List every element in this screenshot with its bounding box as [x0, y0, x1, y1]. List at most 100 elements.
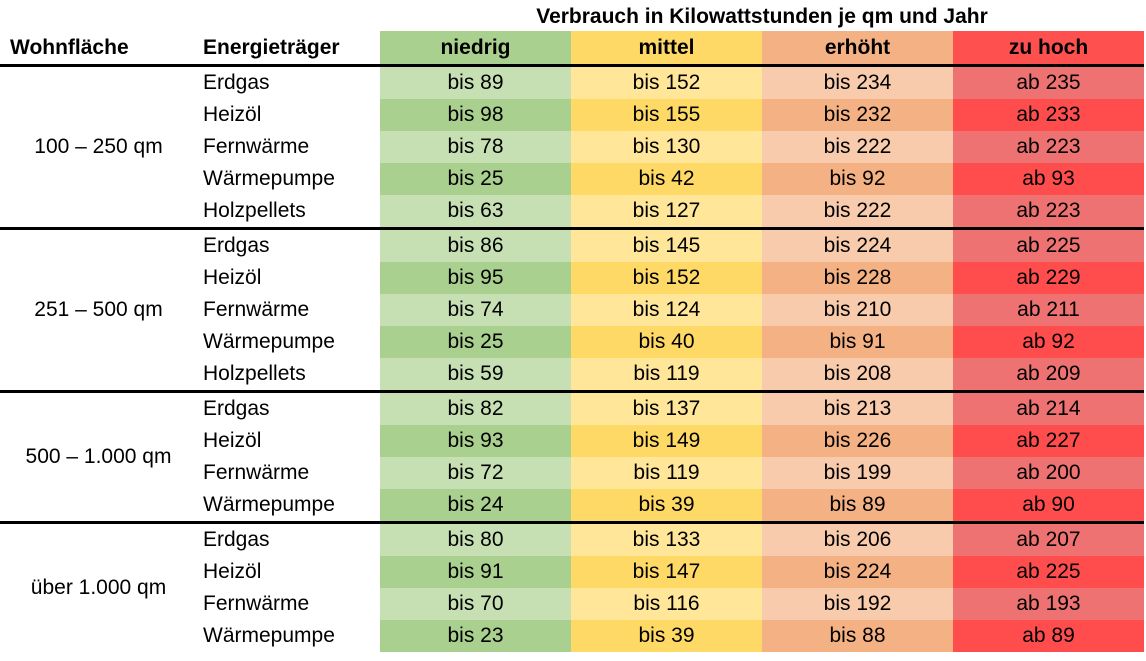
value-zu-hoch: ab 225	[953, 228, 1144, 262]
consumption-table: Wohnfläche Energieträger niedrig mittel …	[0, 31, 1144, 652]
value-mittel: bis 124	[571, 294, 762, 326]
value-niedrig: bis 86	[380, 228, 571, 262]
table-row: Heizöl bis 95 bis 152 bis 228 ab 229	[0, 262, 1144, 294]
value-mittel: bis 145	[571, 228, 762, 262]
area-group: 251 – 500 qm Erdgas bis 86 bis 145 bis 224 ab…	[0, 228, 1144, 392]
table-row: Fernwärme bis 72 bis 119 bis 199 ab 200	[0, 457, 1144, 489]
carrier-label: Fernwärme	[197, 588, 380, 620]
area-group: 100 – 250 qm Erdgas bis 89 bis 152 bis 234 ab…	[0, 65, 1144, 229]
value-mittel: bis 137	[571, 391, 762, 425]
value-zu-hoch: ab 223	[953, 195, 1144, 229]
value-mittel: bis 127	[571, 195, 762, 229]
value-mittel: bis 42	[571, 163, 762, 195]
carrier-label: Erdgas	[197, 522, 380, 556]
table-supertitle: Verbrauch in Kilowattstunden je qm und J…	[536, 5, 988, 28]
value-mittel: bis 119	[571, 358, 762, 392]
value-zu-hoch: ab 207	[953, 522, 1144, 556]
value-mittel: bis 119	[571, 457, 762, 489]
value-erhoeht: bis 226	[762, 425, 953, 457]
value-zu-hoch: ab 93	[953, 163, 1144, 195]
value-zu-hoch: ab 92	[953, 326, 1144, 358]
value-erhoeht: bis 91	[762, 326, 953, 358]
value-niedrig: bis 24	[380, 489, 571, 523]
value-zu-hoch: ab 225	[953, 556, 1144, 588]
value-erhoeht: bis 224	[762, 228, 953, 262]
carrier-label: Heizöl	[197, 556, 380, 588]
value-mittel: bis 155	[571, 99, 762, 131]
value-mittel: bis 116	[571, 588, 762, 620]
value-mittel: bis 39	[571, 489, 762, 523]
area-label: 100 – 250 qm	[0, 65, 197, 229]
carrier-label: Heizöl	[197, 262, 380, 294]
carrier-label: Holzpellets	[197, 358, 380, 392]
value-mittel: bis 133	[571, 522, 762, 556]
header-wohnflaeche: Wohnfläche	[10, 35, 129, 59]
area-label: 251 – 500 qm	[0, 228, 197, 392]
value-niedrig: bis 23	[380, 620, 571, 652]
value-mittel: bis 152	[571, 65, 762, 99]
value-erhoeht: bis 210	[762, 294, 953, 326]
value-erhoeht: bis 192	[762, 588, 953, 620]
value-zu-hoch: ab 200	[953, 457, 1144, 489]
value-zu-hoch: ab 233	[953, 99, 1144, 131]
value-mittel: bis 39	[571, 620, 762, 652]
carrier-label: Fernwärme	[197, 457, 380, 489]
value-zu-hoch: ab 235	[953, 65, 1144, 99]
value-niedrig: bis 82	[380, 391, 571, 425]
value-zu-hoch: ab 229	[953, 262, 1144, 294]
value-erhoeht: bis 199	[762, 457, 953, 489]
area-group: 500 – 1.000 qm Erdgas bis 82 bis 137 bis 213…	[0, 391, 1144, 523]
value-erhoeht: bis 228	[762, 262, 953, 294]
carrier-label: Wärmepumpe	[197, 163, 380, 195]
value-niedrig: bis 63	[380, 195, 571, 229]
value-erhoeht: bis 224	[762, 556, 953, 588]
table-row: 100 – 250 qm Erdgas bis 89 bis 152 bis 234 ab…	[0, 65, 1144, 229]
table-row: Wärmepumpe bis 23 bis 39 bis 88 ab 89	[0, 620, 1144, 652]
value-erhoeht: bis 213	[762, 391, 953, 425]
value-niedrig: bis 70	[380, 588, 571, 620]
carrier-label: Wärmepumpe	[197, 489, 380, 523]
value-zu-hoch: ab 211	[953, 294, 1144, 326]
value-erhoeht: bis 234	[762, 65, 953, 99]
carrier-label: Erdgas	[197, 65, 380, 99]
carrier-label: Fernwärme	[197, 294, 380, 326]
carrier-label: Heizöl	[197, 99, 380, 131]
value-niedrig: bis 95	[380, 262, 571, 294]
table-row: 251 – 500 qm Erdgas bis 86 bis 145 bis 224 ab…	[0, 228, 1144, 392]
value-niedrig: bis 25	[380, 326, 571, 358]
value-niedrig: bis 25	[380, 163, 571, 195]
header-erhoeht: erhöht	[762, 31, 953, 66]
value-niedrig: bis 91	[380, 556, 571, 588]
area-label: über 1.000 qm	[0, 522, 197, 652]
value-erhoeht: bis 88	[762, 620, 953, 652]
carrier-label: Holzpellets	[197, 195, 380, 229]
value-erhoeht: bis 208	[762, 358, 953, 392]
value-erhoeht: bis 222	[762, 131, 953, 163]
header-niedrig: niedrig	[380, 31, 571, 66]
table-row: Holzpellets bis 63 bis 127 bis 222 ab 223	[0, 195, 1144, 229]
area-label: 500 – 1.000 qm	[0, 391, 197, 523]
value-zu-hoch: ab 209	[953, 358, 1144, 392]
value-mittel: bis 40	[571, 326, 762, 358]
value-niedrig: bis 80	[380, 522, 571, 556]
value-niedrig: bis 72	[380, 457, 571, 489]
value-niedrig: bis 59	[380, 358, 571, 392]
value-erhoeht: bis 89	[762, 489, 953, 523]
table-row: Holzpellets bis 59 bis 119 bis 208 ab 209	[0, 358, 1144, 392]
header-mittel: mittel	[571, 31, 762, 66]
carrier-label: Erdgas	[197, 228, 380, 262]
value-zu-hoch: ab 90	[953, 489, 1144, 523]
table-row: Fernwärme bis 74 bis 124 bis 210 ab 211	[0, 294, 1144, 326]
value-zu-hoch: ab 89	[953, 620, 1144, 652]
value-erhoeht: bis 206	[762, 522, 953, 556]
value-mittel: bis 147	[571, 556, 762, 588]
carrier-label: Wärmepumpe	[197, 326, 380, 358]
table-row: Heizöl bis 91 bis 147 bis 224 ab 225	[0, 556, 1144, 588]
value-erhoeht: bis 92	[762, 163, 953, 195]
table-row: Wärmepumpe bis 24 bis 39 bis 89 ab 90	[0, 489, 1144, 523]
table-row: 500 – 1.000 qm Erdgas bis 82 bis 137 bis 213…	[0, 391, 1144, 523]
header-zu-hoch: zu hoch	[953, 31, 1144, 66]
carrier-label: Wärmepumpe	[197, 620, 380, 652]
table-row: Fernwärme bis 70 bis 116 bis 192 ab 193	[0, 588, 1144, 620]
